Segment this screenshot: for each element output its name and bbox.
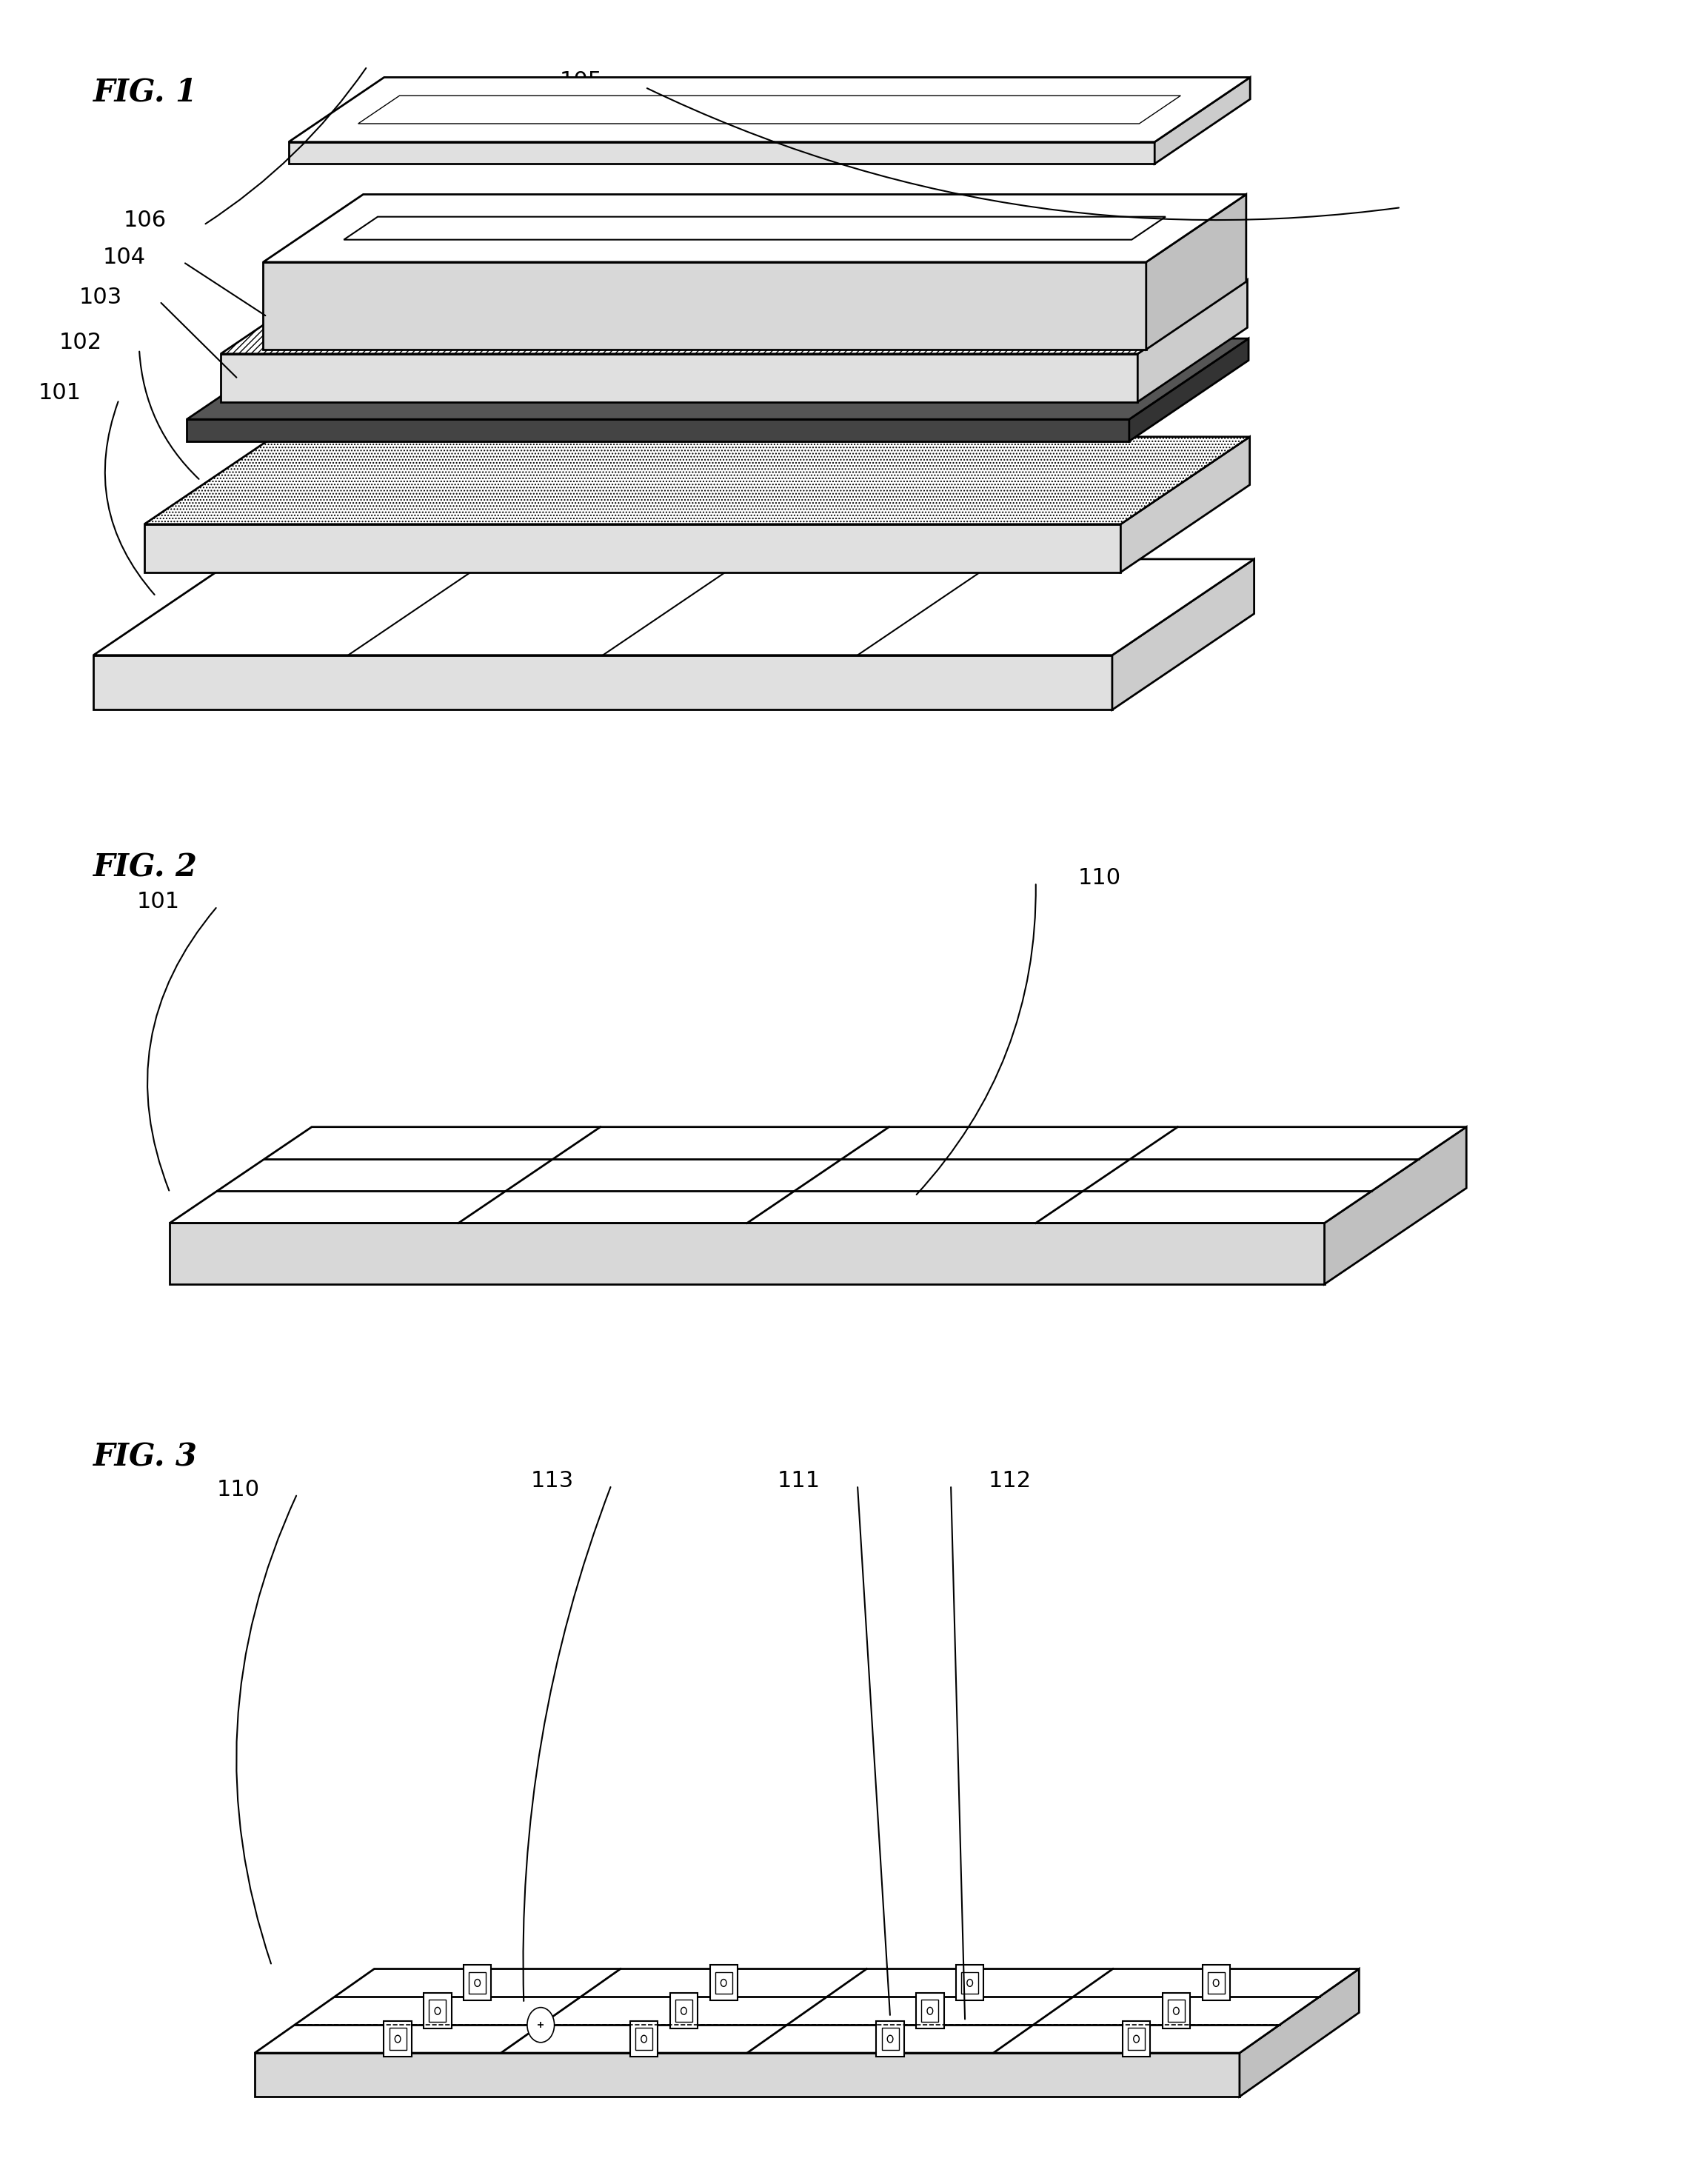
Polygon shape bbox=[358, 96, 1180, 124]
Bar bbox=[922, 2001, 939, 2022]
Bar bbox=[389, 2029, 406, 2051]
Bar bbox=[956, 1966, 983, 2001]
Polygon shape bbox=[221, 280, 1248, 354]
Circle shape bbox=[722, 1979, 727, 1987]
Polygon shape bbox=[1129, 339, 1248, 441]
Bar bbox=[430, 2001, 447, 2022]
Bar bbox=[464, 1966, 491, 2001]
Bar bbox=[961, 1972, 978, 1994]
Text: 110: 110 bbox=[1078, 867, 1121, 889]
Polygon shape bbox=[263, 262, 1146, 349]
Circle shape bbox=[475, 1979, 481, 1987]
Circle shape bbox=[526, 2007, 554, 2042]
Text: 101: 101 bbox=[39, 382, 82, 404]
Circle shape bbox=[888, 2035, 893, 2042]
Text: 101: 101 bbox=[138, 891, 180, 913]
Bar bbox=[384, 2020, 411, 2057]
Polygon shape bbox=[1240, 1970, 1358, 2097]
Bar bbox=[1122, 2020, 1150, 2057]
Text: FIG. 1: FIG. 1 bbox=[93, 76, 197, 107]
Bar bbox=[1168, 2001, 1185, 2022]
Polygon shape bbox=[255, 2053, 1240, 2097]
Polygon shape bbox=[1112, 559, 1255, 710]
Polygon shape bbox=[93, 559, 1255, 655]
Bar bbox=[630, 2020, 657, 2057]
Bar bbox=[917, 1994, 944, 2029]
Bar bbox=[469, 1972, 486, 1994]
Text: 110: 110 bbox=[217, 1479, 260, 1500]
Text: 102: 102 bbox=[59, 332, 102, 354]
Polygon shape bbox=[289, 142, 1155, 164]
Text: 106: 106 bbox=[124, 210, 166, 232]
Circle shape bbox=[927, 2007, 932, 2014]
Text: FIG. 2: FIG. 2 bbox=[93, 852, 197, 882]
Polygon shape bbox=[170, 1127, 1467, 1223]
Text: FIG. 3: FIG. 3 bbox=[93, 1441, 197, 1472]
Text: 113: 113 bbox=[531, 1470, 574, 1492]
Bar bbox=[1127, 2029, 1144, 2051]
Polygon shape bbox=[1138, 280, 1248, 402]
Bar bbox=[1202, 1966, 1229, 2001]
Polygon shape bbox=[144, 437, 1250, 524]
Polygon shape bbox=[1121, 437, 1250, 572]
Bar bbox=[710, 1966, 737, 2001]
Bar bbox=[671, 1994, 698, 2029]
Bar bbox=[424, 1994, 452, 2029]
Polygon shape bbox=[170, 1223, 1324, 1284]
Polygon shape bbox=[255, 1970, 1358, 2053]
Bar bbox=[715, 1972, 732, 1994]
Circle shape bbox=[968, 1979, 973, 1987]
Circle shape bbox=[396, 2035, 401, 2042]
Text: 104: 104 bbox=[104, 247, 146, 269]
Circle shape bbox=[642, 2035, 647, 2042]
Polygon shape bbox=[289, 76, 1250, 142]
Bar bbox=[635, 2029, 652, 2051]
Polygon shape bbox=[1324, 1127, 1467, 1284]
Polygon shape bbox=[93, 655, 1112, 710]
Circle shape bbox=[1134, 2035, 1139, 2042]
Polygon shape bbox=[263, 194, 1246, 262]
Text: 112: 112 bbox=[988, 1470, 1031, 1492]
Polygon shape bbox=[144, 524, 1121, 572]
Circle shape bbox=[681, 2007, 686, 2014]
Polygon shape bbox=[1146, 194, 1246, 349]
Polygon shape bbox=[1155, 76, 1250, 164]
Polygon shape bbox=[221, 354, 1138, 402]
Polygon shape bbox=[187, 419, 1129, 441]
Bar bbox=[676, 2001, 693, 2022]
Text: 105: 105 bbox=[560, 70, 603, 92]
Text: 111: 111 bbox=[778, 1470, 820, 1492]
Bar bbox=[1207, 1972, 1224, 1994]
Bar bbox=[881, 2029, 898, 2051]
Circle shape bbox=[435, 2007, 440, 2014]
Bar bbox=[876, 2020, 903, 2057]
Text: 103: 103 bbox=[80, 286, 122, 308]
Polygon shape bbox=[343, 216, 1165, 240]
Polygon shape bbox=[187, 339, 1248, 419]
Circle shape bbox=[1214, 1979, 1219, 1987]
Circle shape bbox=[1173, 2007, 1178, 2014]
Bar bbox=[1163, 1994, 1190, 2029]
